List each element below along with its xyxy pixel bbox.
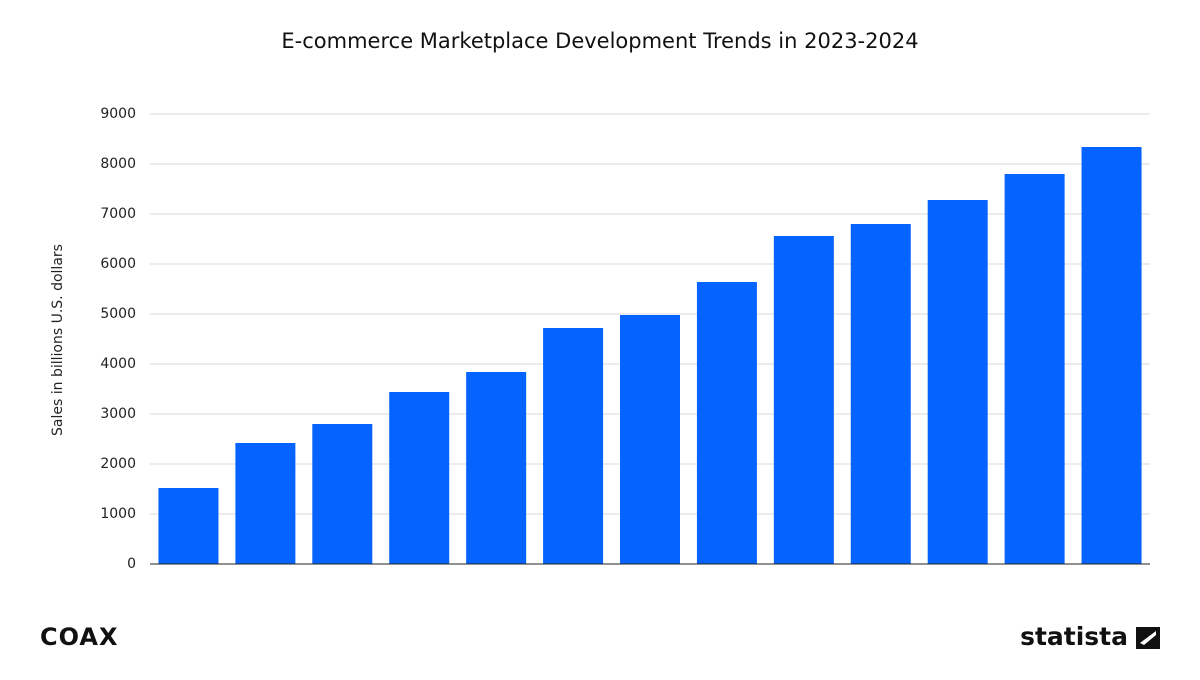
bar — [466, 372, 527, 564]
y-tick-label: 0 — [127, 556, 136, 572]
bar — [543, 328, 604, 564]
bar — [850, 224, 911, 564]
y-tick-label: 5000 — [100, 306, 136, 322]
y-tick-label: 3000 — [100, 406, 136, 422]
y-tick-label: 6000 — [100, 256, 136, 272]
bar — [696, 282, 757, 564]
bar — [312, 424, 373, 564]
y-tick-label: 2000 — [100, 456, 136, 472]
statista-logo: statista — [1020, 622, 1128, 651]
bar — [927, 200, 988, 564]
bar — [389, 392, 450, 564]
y-tick-label: 1000 — [100, 506, 136, 522]
bar — [1004, 174, 1065, 564]
y-tick-label: 4000 — [100, 356, 136, 372]
chart-title: E-commerce Marketplace Development Trend… — [281, 29, 918, 53]
y-tick-label: 8000 — [100, 156, 136, 172]
bar — [235, 443, 296, 564]
y-tick-label: 9000 — [100, 106, 136, 122]
bar — [620, 315, 680, 564]
bar — [158, 488, 219, 564]
bar — [773, 236, 834, 564]
y-axis-label: Sales in billions U.S. dollars — [50, 244, 66, 436]
coax-logo: COAX — [40, 623, 118, 651]
statista-icon — [1136, 627, 1160, 649]
bar — [1081, 147, 1142, 564]
y-tick-label: 7000 — [100, 206, 136, 222]
